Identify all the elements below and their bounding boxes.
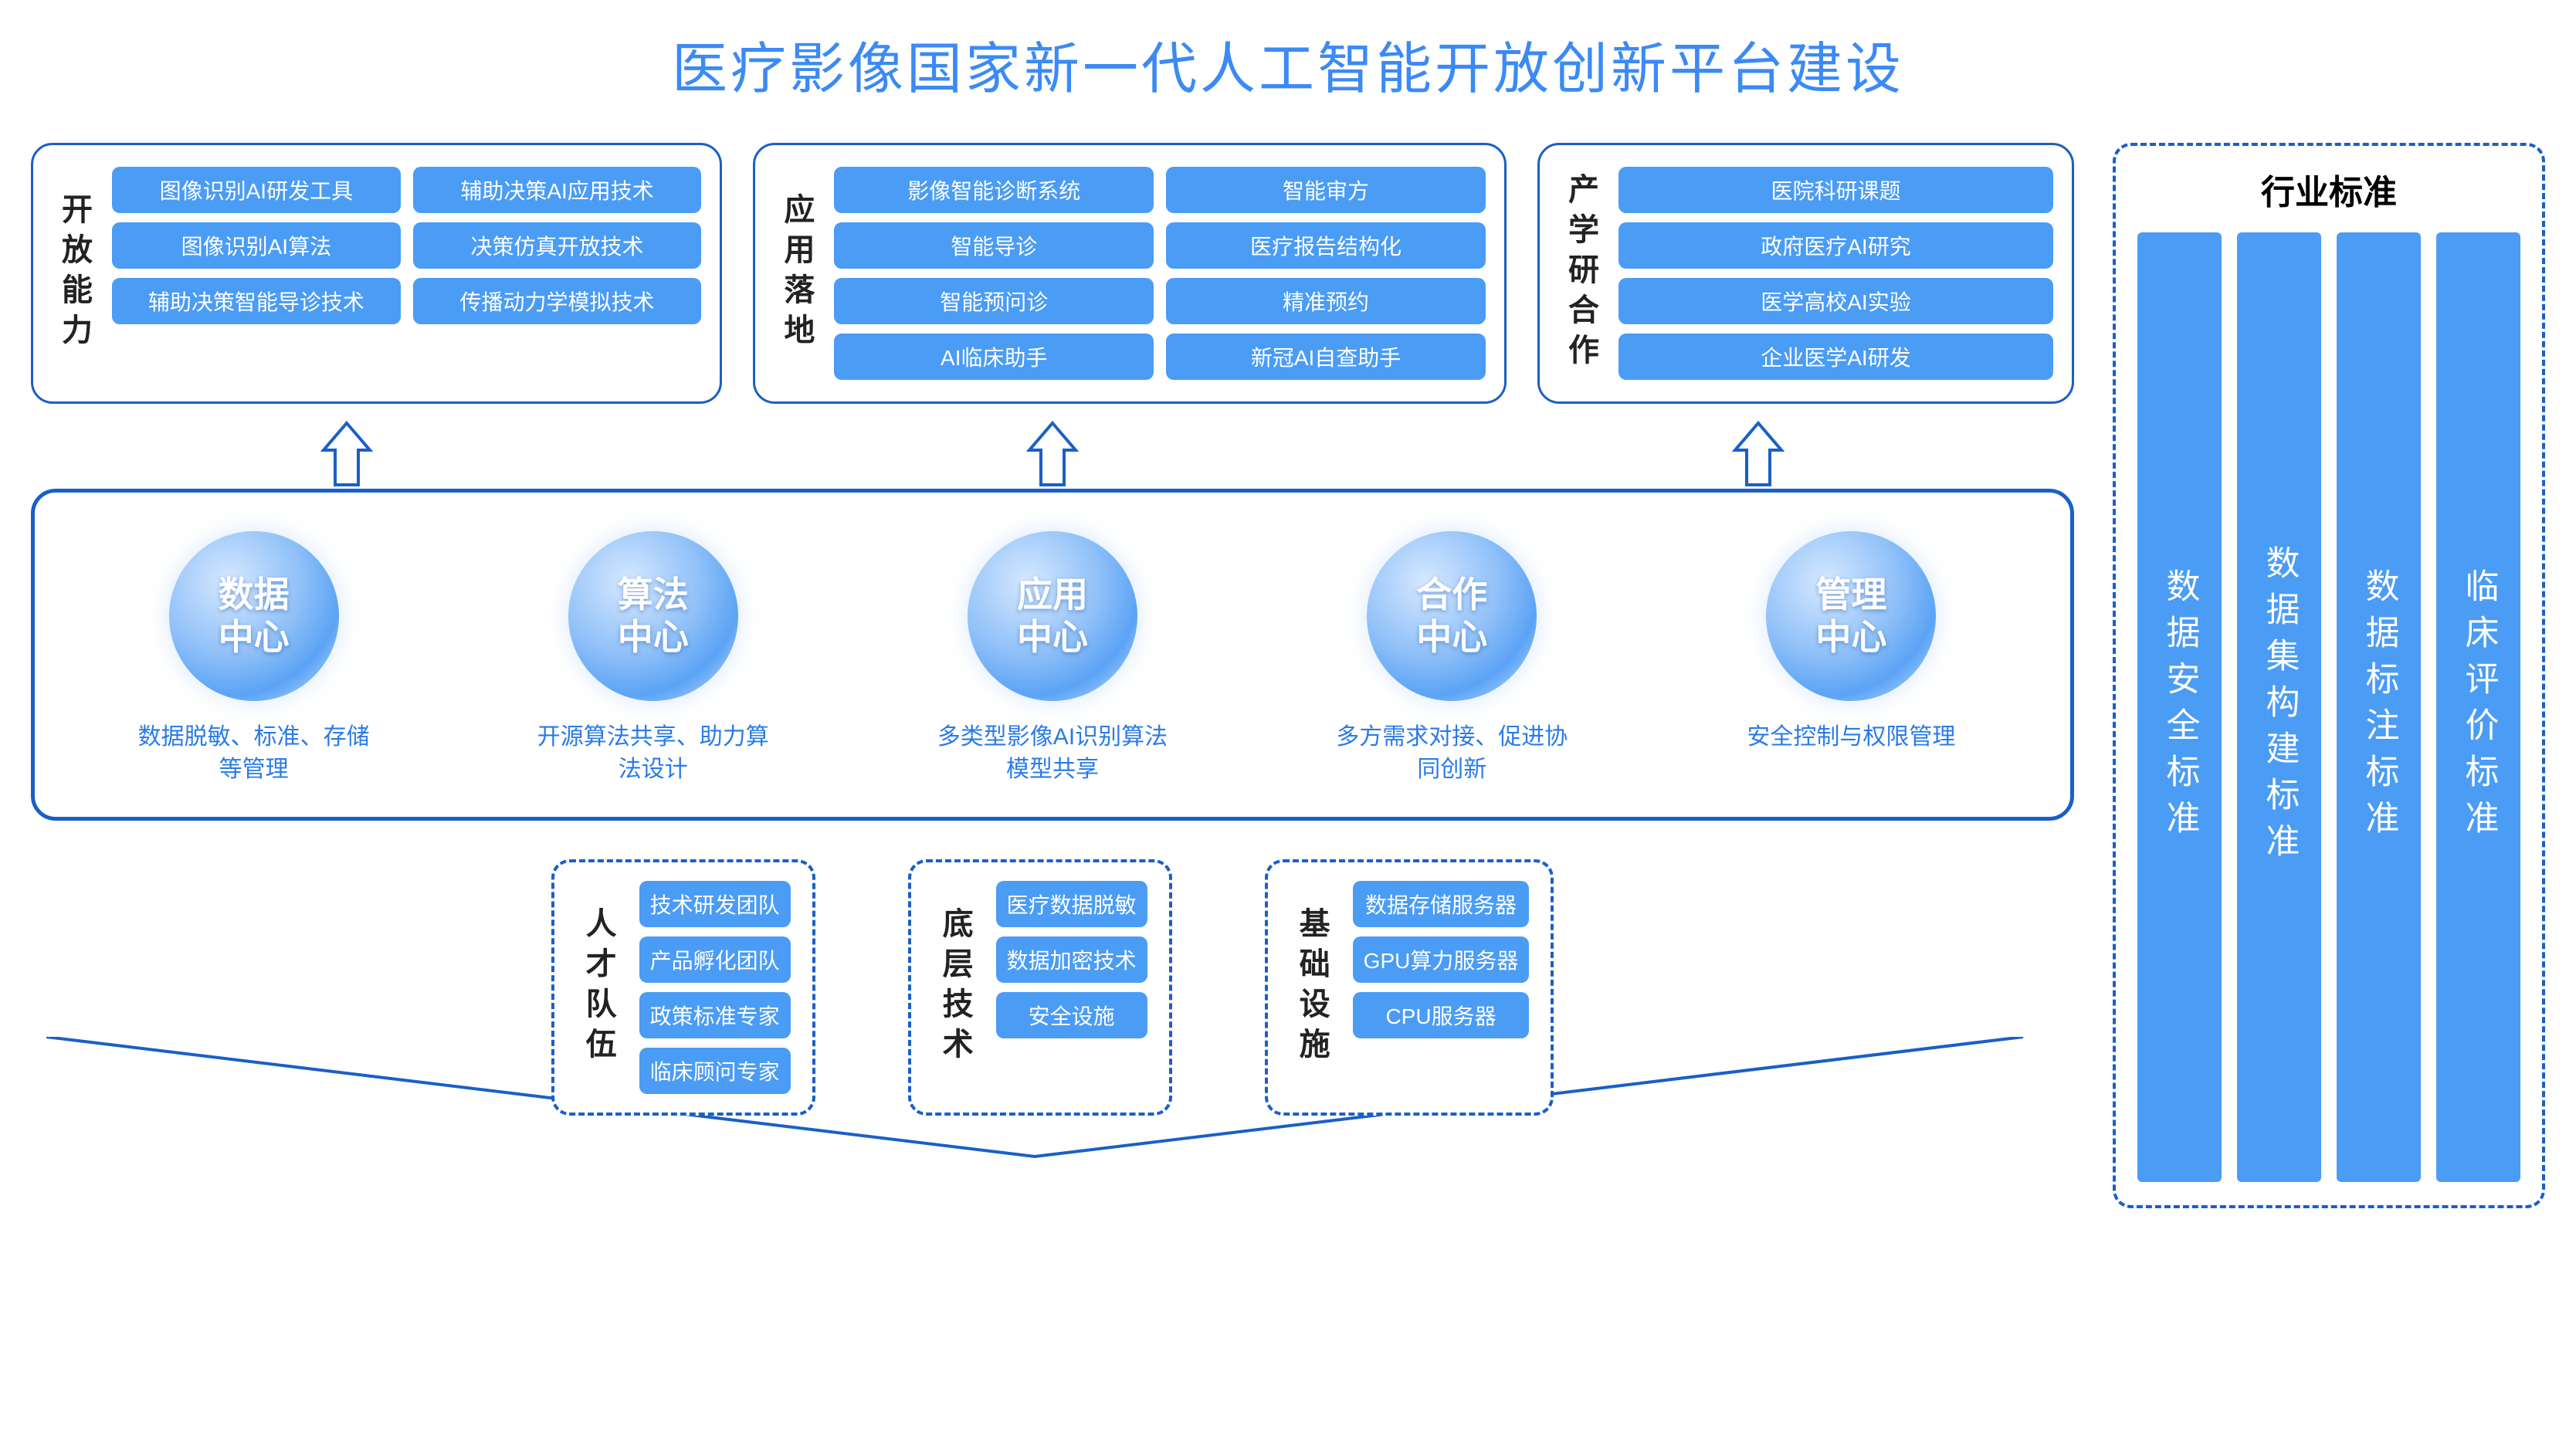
center-desc: 数据脱敏、标准、存储等管理	[130, 721, 378, 786]
left-column: 开放能力 图像识别AI研发工具 图像识别AI算法 辅助决策智能导诊技术 辅助决策…	[31, 143, 2074, 1208]
center-cooperation: 合作中心 多方需求对接、促进协同创新	[1264, 531, 1640, 786]
open-ability-content: 图像识别AI研发工具 图像识别AI算法 辅助决策智能导诊技术 辅助决策AI应用技…	[112, 167, 701, 380]
talent-pill: 政策标准专家	[639, 992, 791, 1038]
center-desc: 多方需求对接、促进协同创新	[1328, 721, 1575, 786]
cooperation-label: 产学研合作	[1558, 167, 1603, 380]
right-column: 行业标准 数据安全标准 数据集构建标准 数据标注标准 临床评价标准	[2113, 143, 2545, 1208]
infra-pill: CPU服务器	[1353, 992, 1530, 1038]
coop-pill: 医学高校AI实验	[1618, 278, 2053, 324]
card-infra: 基础设施 数据存储服务器 GPU算力服务器 CPU服务器	[1265, 859, 1554, 1116]
card-open-ability: 开放能力 图像识别AI研发工具 图像识别AI算法 辅助决策智能导诊技术 辅助决策…	[31, 143, 722, 404]
center-circle-label: 合作中心	[1416, 574, 1487, 659]
talent-pill: 临床顾问专家	[639, 1048, 791, 1094]
card-cooperation: 产学研合作 医院科研课题 政府医疗AI研究 医学高校AI实验 企业医学AI研发	[1537, 143, 2074, 404]
tech-pill: 数据加密技术	[996, 936, 1147, 983]
open-pill: 辅助决策智能导诊技术	[112, 278, 401, 324]
infra-pill: GPU算力服务器	[1353, 936, 1530, 983]
standard-bar: 临床评价标准	[2436, 232, 2520, 1182]
open-pill: 传播动力学模拟技术	[413, 278, 702, 324]
centers-card: 数据中心 数据脱敏、标准、存储等管理 算法中心 开源算法共享、助力算法设计 应用…	[31, 489, 2074, 821]
card-talent: 人才队伍 技术研发团队 产品孵化团队 政策标准专家 临床顾问专家	[551, 859, 815, 1116]
tech-pill: 安全设施	[996, 992, 1147, 1038]
page-title: 医疗影像国家新一代人工智能开放创新平台建设	[31, 23, 2545, 104]
coop-pill: 企业医学AI研发	[1618, 334, 2053, 380]
standard-bar: 数据集构建标准	[2237, 232, 2321, 1182]
open-pill: 图像识别AI算法	[112, 222, 401, 269]
main-layout: 开放能力 图像识别AI研发工具 图像识别AI算法 辅助决策智能导诊技术 辅助决策…	[31, 143, 2545, 1208]
arrow-up-icon	[1727, 419, 1789, 489]
center-algorithm: 算法中心 开源算法共享、助力算法设计	[465, 531, 841, 786]
center-management: 管理中心 安全控制与权限管理	[1663, 531, 2039, 786]
center-data: 数据中心 数据脱敏、标准、存储等管理	[66, 531, 442, 786]
coop-pill: 医院科研课题	[1618, 167, 2053, 213]
standard-bar: 数据安全标准	[2137, 232, 2222, 1182]
top-row: 开放能力 图像识别AI研发工具 图像识别AI算法 辅助决策智能导诊技术 辅助决策…	[31, 143, 2074, 404]
standard-bar: 数据标注标准	[2337, 232, 2421, 1182]
infra-pill: 数据存储服务器	[1353, 881, 1530, 927]
standards-title: 行业标准	[2137, 164, 2520, 214]
card-standards: 行业标准 数据安全标准 数据集构建标准 数据标注标准 临床评价标准	[2113, 143, 2545, 1208]
app-pill: 智能导诊	[834, 222, 1154, 269]
bottom-wrapper: 人才队伍 技术研发团队 产品孵化团队 政策标准专家 临床顾问专家 底层技术 医疗…	[31, 859, 2074, 1153]
center-desc: 安全控制与权限管理	[1747, 721, 1955, 754]
app-pill: AI临床助手	[834, 334, 1154, 380]
bottom-row: 人才队伍 技术研发团队 产品孵化团队 政策标准专家 临床顾问专家 底层技术 医疗…	[31, 859, 2074, 1116]
center-desc: 多类型影像AI识别算法模型共享	[929, 721, 1176, 786]
coop-pill: 政府医疗AI研究	[1618, 222, 2053, 269]
app-pill: 新冠AI自查助手	[1166, 334, 1486, 380]
cooperation-content: 医院科研课题 政府医疗AI研究 医学高校AI实验 企业医学AI研发	[1618, 167, 2053, 380]
center-circle-label: 应用中心	[1017, 574, 1088, 659]
talent-pill: 技术研发团队	[639, 881, 791, 927]
center-application: 应用中心 多类型影像AI识别算法模型共享	[864, 531, 1240, 786]
infra-label: 基础设施	[1290, 881, 1334, 1094]
center-circle-label: 数据中心	[219, 574, 290, 659]
card-tech: 底层技术 医疗数据脱敏 数据加密技术 安全设施	[908, 859, 1172, 1116]
tech-pill: 医疗数据脱敏	[996, 881, 1147, 927]
open-pill: 决策仿真开放技术	[413, 222, 702, 269]
application-content: 影像智能诊断系统 智能导诊 智能预问诊 AI临床助手 智能审方 医疗报告结构化 …	[834, 167, 1486, 380]
standards-bars: 数据安全标准 数据集构建标准 数据标注标准 临床评价标准	[2137, 232, 2520, 1182]
application-label: 应用落地	[774, 167, 819, 380]
open-pill: 图像识别AI研发工具	[112, 167, 401, 213]
talent-pill: 产品孵化团队	[639, 936, 791, 983]
app-pill: 影像智能诊断系统	[834, 167, 1154, 213]
talent-label: 人才队伍	[576, 881, 621, 1094]
app-pill: 智能预问诊	[834, 278, 1154, 324]
center-circle-label: 算法中心	[618, 574, 689, 659]
card-application: 应用落地 影像智能诊断系统 智能导诊 智能预问诊 AI临床助手 智能审方 医疗报…	[753, 143, 1507, 404]
arrow-up-icon	[1022, 419, 1083, 489]
app-pill: 智能审方	[1166, 167, 1486, 213]
center-desc: 开源算法共享、助力算法设计	[530, 721, 777, 786]
arrow-up-icon	[316, 419, 378, 489]
center-circle-label: 管理中心	[1815, 574, 1886, 659]
tech-label: 底层技术	[933, 881, 978, 1094]
app-pill: 精准预约	[1166, 278, 1486, 324]
app-pill: 医疗报告结构化	[1166, 222, 1486, 269]
arrows-row	[31, 419, 2074, 489]
open-pill: 辅助决策AI应用技术	[413, 167, 702, 213]
open-ability-label: 开放能力	[52, 167, 97, 380]
